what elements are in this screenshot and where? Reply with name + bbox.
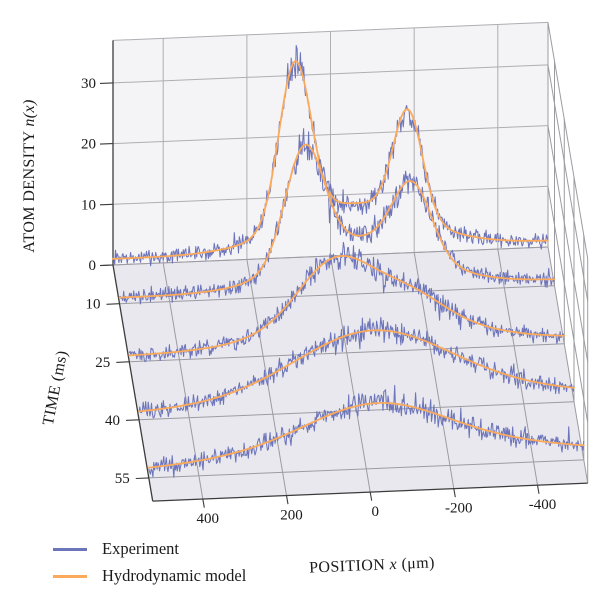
axis-ticks: 0 10 20 30 10 25 40 55 400 200 0 -200 -400 [81, 76, 556, 527]
z-tick-label: 20 [81, 137, 96, 153]
model-line-swatch [53, 575, 87, 578]
time-tick-label: 40 [105, 413, 120, 429]
series-t40 [138, 316, 575, 419]
time-tick-label: 55 [115, 471, 130, 487]
series-t55 [147, 384, 585, 478]
legend: Experiment Hydrodynamic model [53, 536, 246, 590]
position-tick-label: -200 [445, 501, 473, 517]
model-trace-t0 [112, 60, 549, 260]
model-trace-t55 [147, 402, 585, 469]
experiment-line-swatch [53, 548, 87, 551]
experiment-trace-t0 [112, 44, 549, 267]
legend-item-model: Hydrodynamic model [53, 563, 246, 590]
z-axis-label: ATOM DENSITY n(x) [21, 99, 39, 252]
series-t0 [112, 44, 549, 267]
grid-right-pane [547, 22, 589, 484]
position-axis-label-unit: (μm) [396, 554, 436, 573]
series-t25 [128, 241, 566, 363]
z-tick-label: 30 [81, 76, 96, 92]
experiment-trace-t10 [119, 128, 556, 305]
legend-item-experiment: Experiment [53, 536, 246, 563]
legend-label-experiment: Experiment [102, 539, 179, 559]
z-axis-label-math: n(x) [21, 99, 38, 127]
model-trace-t40 [138, 329, 575, 413]
time-tick-label: 25 [95, 355, 110, 371]
position-axis-label-text: POSITION [308, 556, 390, 577]
model-trace-t25 [128, 255, 566, 357]
series-t10 [118, 128, 556, 305]
position-tick-label: 200 [280, 508, 303, 524]
model-trace-t10 [118, 143, 556, 299]
position-tick-label: -400 [529, 497, 557, 513]
z-axis-label-text: ATOM DENSITY [21, 126, 38, 253]
time-tick-label: 10 [86, 297, 101, 313]
z-tick-label: 10 [81, 197, 96, 213]
position-tick-label: 0 [371, 504, 379, 520]
position-tick-label: 400 [197, 511, 220, 527]
z-tick-label: 0 [89, 258, 97, 274]
legend-label-model: Hydrodynamic model [102, 566, 247, 586]
